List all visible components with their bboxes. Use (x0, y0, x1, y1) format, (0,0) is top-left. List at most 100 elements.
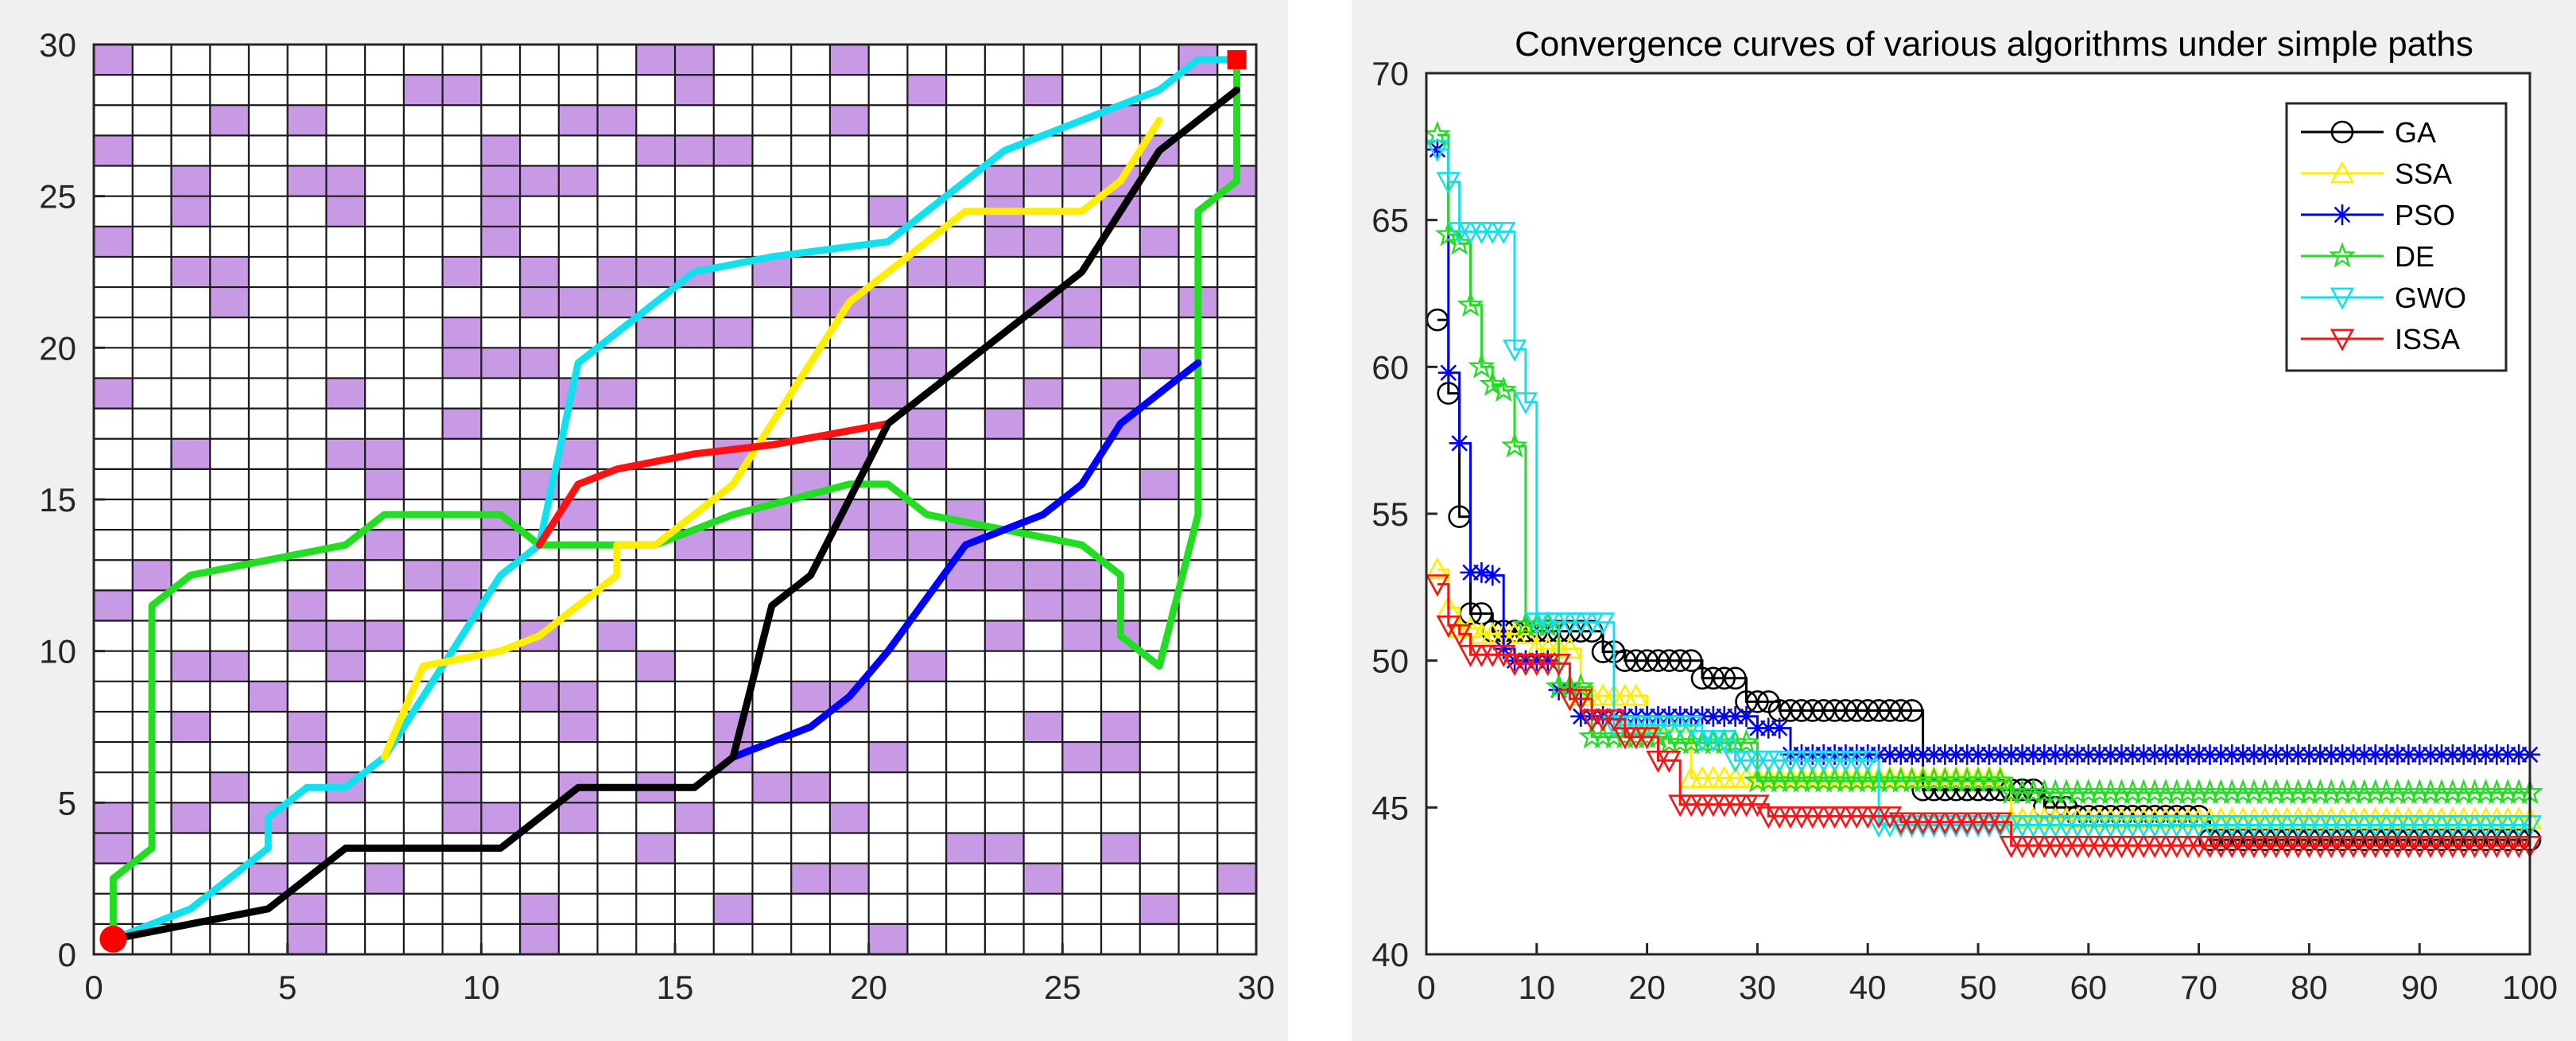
series-point-pso (1482, 565, 1503, 586)
obstacle-cell (94, 590, 133, 621)
series-point-ssa (1425, 557, 1450, 580)
map-obstacles (94, 45, 1256, 954)
x-tick-label: 100 (2502, 969, 2558, 1006)
series-point-ga (2375, 828, 2398, 852)
obstacle-cell (1023, 560, 1063, 591)
y-tick-label: 10 (39, 633, 76, 670)
series-point-pso (2310, 744, 2331, 765)
series-point-pso (1570, 705, 1592, 727)
x-tick-label: 5 (278, 969, 297, 1006)
series-point-pso (2276, 744, 2298, 765)
obstacle-cell (326, 378, 366, 409)
series-point-pso (1747, 717, 1768, 739)
obstacle-cell (1062, 742, 1102, 773)
series-point-pso (2199, 744, 2221, 765)
obstacle-cell (984, 620, 1024, 651)
obstacle-cell (558, 378, 598, 409)
obstacle-cell (1062, 135, 1102, 166)
obstacle-cell (984, 833, 1024, 864)
series-point-pso (2077, 744, 2099, 765)
obstacle-cell (984, 408, 1024, 439)
series-point-ga (2474, 828, 2497, 852)
series-point-pso (2431, 744, 2452, 765)
x-tick-label: 30 (1739, 969, 1776, 1006)
obstacle-cell (442, 711, 482, 743)
obstacle-cell (558, 105, 598, 136)
obstacle-cell (868, 499, 908, 530)
series-point-ga (1955, 778, 1979, 802)
obstacle-cell (210, 105, 249, 136)
x-tick-label: 20 (1628, 969, 1666, 1006)
series-point-gwo (1712, 730, 1736, 753)
series-point-ga (2485, 828, 2508, 852)
series-point-pso (2464, 744, 2485, 765)
obstacle-cell (326, 165, 366, 196)
obstacle-cell (210, 256, 249, 288)
series-point-pso (2287, 744, 2309, 765)
obstacle-cell (210, 651, 249, 682)
obstacle-cell (636, 651, 675, 682)
obstacle-cell (481, 226, 521, 257)
obstacle-cell (558, 287, 598, 318)
obstacle-cell (675, 75, 714, 106)
obstacle-cell (442, 802, 482, 833)
series-point-ga (2353, 828, 2376, 852)
series-point-pso (1769, 717, 1790, 739)
obstacle-cell (868, 317, 908, 348)
x-tick-label: 10 (463, 969, 500, 1006)
obstacle-cell (94, 226, 133, 257)
series-point-ga (2220, 828, 2244, 852)
obstacle-cell (94, 135, 133, 166)
series-point-ga (2364, 828, 2387, 852)
legend-label-gwo: GWO (2395, 282, 2466, 314)
obstacle-cell (1139, 468, 1179, 499)
obstacle-cell (597, 378, 637, 409)
legend-marker-issa (2330, 328, 2355, 352)
obstacle-cell (442, 772, 482, 803)
obstacle-cell (132, 560, 172, 591)
obstacle-cell (442, 75, 482, 106)
obstacle-cell (907, 651, 947, 682)
series-point-ga (1900, 699, 1924, 722)
series-point-pso (1426, 139, 1448, 161)
y-tick-label: 70 (1371, 55, 1409, 92)
obstacle-cell (1023, 226, 1063, 257)
series-point-ga (1746, 690, 1769, 713)
series-point-pso (2265, 744, 2287, 765)
obstacle-cell (403, 560, 443, 591)
x-tick-label: 60 (2070, 969, 2107, 1006)
obstacle-cell (210, 287, 249, 318)
series-point-pso (2111, 744, 2132, 765)
obstacle-cell (675, 317, 714, 348)
series-point-ssa (1558, 636, 1582, 659)
series-point-ga (2209, 828, 2233, 852)
y-tick-label: 30 (39, 26, 76, 64)
series-line-gwo (1437, 148, 2530, 826)
obstacle-cell (520, 287, 559, 318)
convergence-series (1423, 120, 2543, 859)
path-black (109, 86, 1241, 943)
series-point-pso (2376, 744, 2397, 765)
obstacle-cell (287, 893, 327, 924)
obstacle-cell (1023, 711, 1063, 743)
x-tick-label: 10 (1518, 969, 1555, 1006)
series-point-pso (2453, 744, 2474, 765)
obstacle-cell (636, 135, 675, 166)
series-point-gwo (1678, 715, 1704, 738)
obstacle-cell (248, 681, 288, 712)
obstacle-cell (791, 772, 830, 803)
series-point-ga (1668, 649, 1692, 672)
convergence-panel: Convergence curves of various algorithms… (1352, 0, 2576, 1041)
series-point-pso (1471, 561, 1492, 583)
series-point-ga (1812, 699, 1835, 722)
series-point-pso (1736, 705, 1757, 727)
obstacle-cell (829, 802, 869, 833)
series-point-pso (1460, 561, 1481, 583)
y-tick-label: 65 (1371, 202, 1409, 239)
series-point-ga (2275, 828, 2299, 852)
series-point-gwo (1590, 612, 1616, 635)
series-point-pso (2299, 744, 2320, 765)
y-tick-label: 25 (39, 178, 76, 216)
obstacle-cell (1101, 833, 1140, 864)
obstacle-cell (1062, 590, 1102, 621)
